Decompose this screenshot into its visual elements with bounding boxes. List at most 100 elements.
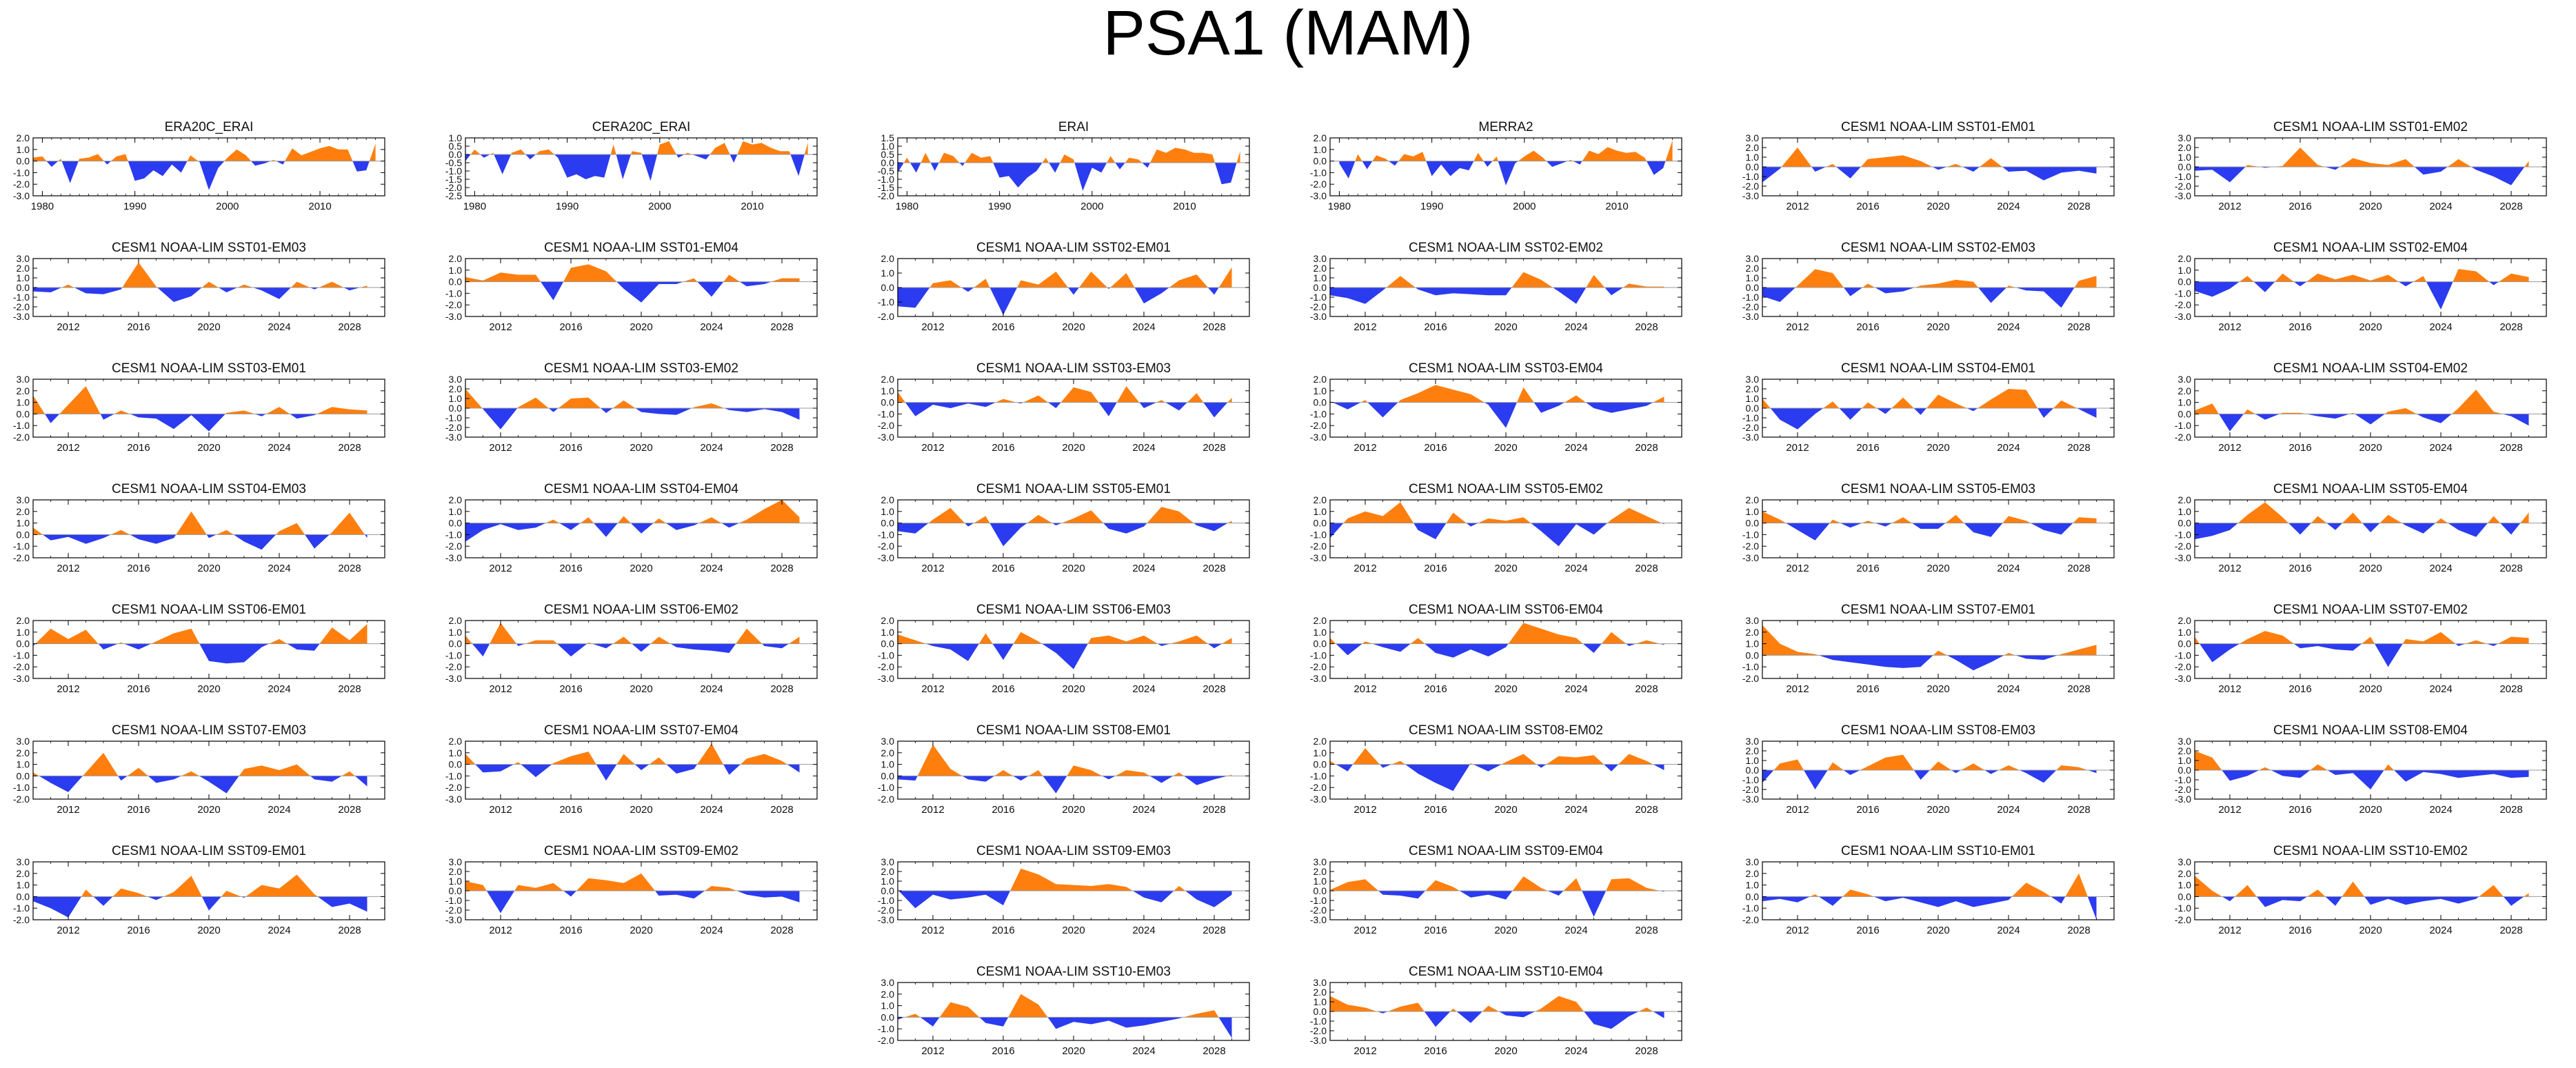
x-tick-label: 2012 [489, 321, 512, 333]
y-tick-label: 1.0 [1314, 996, 1327, 1007]
y-tick-label: -1.0 [878, 1023, 894, 1034]
x-tick-label: 2028 [2067, 925, 2090, 936]
positive-area [545, 500, 800, 523]
x-tick-label: 2012 [1786, 925, 1809, 936]
positive-area [1343, 502, 1662, 523]
x-tick-label: 1990 [988, 201, 1011, 212]
x-tick-label: 2016 [127, 321, 150, 333]
y-tick-label: 0.0 [1314, 156, 1327, 167]
x-tick-label: 2020 [1062, 442, 1085, 454]
negative-area [1762, 167, 2097, 183]
y-tick-label: 1.0 [2178, 506, 2192, 517]
x-tick-label: 2028 [770, 321, 793, 333]
y-tick-label: -2.0 [2175, 299, 2191, 310]
x-tick-label: 2000 [648, 201, 671, 212]
y-tick-label: -1.0 [1742, 774, 1759, 785]
negative-area [1330, 764, 1664, 792]
x-tick-label: 2020 [1926, 321, 1949, 333]
y-tick-label: 1.0 [1314, 506, 1327, 517]
x-tick-label: 2024 [1564, 804, 1587, 816]
y-tick-label: 1.0 [1746, 506, 1760, 517]
x-tick-label: 2016 [992, 321, 1014, 333]
y-tick-label: 1.0 [2178, 880, 2192, 891]
x-tick-label: 2024 [1564, 442, 1587, 454]
x-tick-label: 2024 [700, 683, 723, 695]
positive-area [33, 143, 376, 161]
plot-frame [897, 137, 1250, 197]
y-tick-label: -2.0 [13, 552, 30, 563]
x-tick-label: 2024 [1997, 563, 2020, 574]
x-tick-label: 2028 [2499, 925, 2522, 936]
y-tick-label: 2.0 [2178, 494, 2192, 505]
y-tick-label: 1.0 [881, 759, 895, 770]
positive-area [1330, 996, 1664, 1011]
y-tick-label: -3.0 [1310, 311, 1327, 322]
y-tick-label: -3.0 [878, 552, 894, 563]
panel-title: CESM1 NOAA-LIM SST08-EM02 [1409, 723, 1603, 738]
negative-area [1762, 770, 2097, 789]
plot-frame [1762, 861, 2115, 920]
y-tick-label: 1.0 [17, 880, 30, 891]
y-tick-label: -2.0 [1742, 784, 1759, 795]
y-tick-label: 1.0 [1314, 144, 1327, 155]
positive-area [465, 743, 787, 765]
y-tick-label: -3.0 [13, 673, 30, 684]
negative-area [465, 643, 800, 657]
y-tick-label: -0.5 [878, 165, 894, 177]
y-tick-label: 2.0 [1314, 736, 1327, 747]
y-tick-label: 0.0 [449, 759, 463, 770]
y-tick-label: -2.0 [878, 905, 894, 916]
y-tick-label: -1.0 [878, 529, 894, 540]
y-tick-label: 1.0 [2178, 265, 2192, 276]
plot-frame [1329, 740, 1682, 800]
x-tick-label: 2020 [1926, 925, 1949, 936]
y-tick-label: -3.0 [2175, 673, 2191, 684]
positive-area [2239, 269, 2529, 282]
plot-frame [32, 740, 385, 800]
y-tick-label: 3.0 [1314, 253, 1327, 264]
x-tick-label: 2016 [2288, 563, 2311, 574]
y-tick-label: 2.0 [17, 868, 30, 879]
y-tick-label: 0.0 [1746, 403, 1760, 414]
x-tick-label: 2016 [2288, 804, 2311, 816]
y-tick-label: 2.0 [449, 494, 463, 505]
positive-area [33, 386, 368, 414]
chart-panel: CESM1 NOAA-LIM SST08-EM01 3.02.01.00.0-1.… [878, 723, 1250, 816]
x-tick-label: 2012 [1354, 442, 1376, 454]
negative-area [1330, 523, 1664, 547]
y-tick-label: 2.0 [1314, 494, 1327, 505]
panel-title: CESM1 NOAA-LIM SST03-EM04 [1409, 361, 1603, 376]
y-tick-label: 3.0 [2178, 132, 2192, 143]
y-tick-label: 1.0 [1314, 876, 1327, 887]
x-tick-label: 2020 [2359, 201, 2382, 212]
x-tick-label: 2012 [1354, 1045, 1376, 1057]
chart-panel: CESM1 NOAA-LIM SST04-EM02 3.02.01.00.0-1.… [2175, 361, 2547, 454]
chart-panel: CESM1 NOAA-LIM SST06-EM03 2.01.00.0-1.0-2… [878, 603, 1250, 695]
y-tick-label: -3.0 [1310, 914, 1327, 925]
x-tick-label: 2028 [1203, 442, 1225, 454]
panel-title: CESM1 NOAA-LIM SST08-EM01 [976, 723, 1171, 738]
x-tick-label: 2012 [1786, 442, 1809, 454]
x-tick-label: 2012 [1786, 563, 1809, 574]
y-tick-label: 0.0 [2178, 638, 2192, 649]
x-tick-label: 2024 [1564, 925, 1587, 936]
x-tick-label: 2016 [1424, 1045, 1447, 1057]
positive-area [1762, 754, 2097, 770]
positive-area [898, 267, 1232, 288]
y-tick-label: 2.0 [449, 736, 463, 747]
chart-panel: CESM1 NOAA-LIM SST07-EM02 2.01.00.0-1.0-2… [2175, 603, 2547, 695]
x-tick-label: 2024 [1564, 321, 1587, 333]
y-tick-label: -1.0 [445, 288, 462, 299]
panel-title: CESM1 NOAA-LIM SST03-EM01 [112, 361, 306, 376]
negative-area [898, 891, 1232, 909]
x-tick-label: 2024 [1564, 563, 1587, 574]
x-tick-label: 2020 [197, 321, 220, 333]
negative-area [1762, 523, 2097, 541]
panel-title: CESM1 NOAA-LIM SST10-EM01 [1841, 844, 2035, 858]
y-tick-label: 0.0 [17, 891, 30, 902]
y-tick-label: -1.0 [13, 649, 30, 661]
plot-frame [2194, 379, 2547, 438]
negative-area [2195, 770, 2529, 789]
y-tick-label: 2.0 [1314, 615, 1327, 626]
y-tick-label: -1.0 [878, 408, 894, 419]
